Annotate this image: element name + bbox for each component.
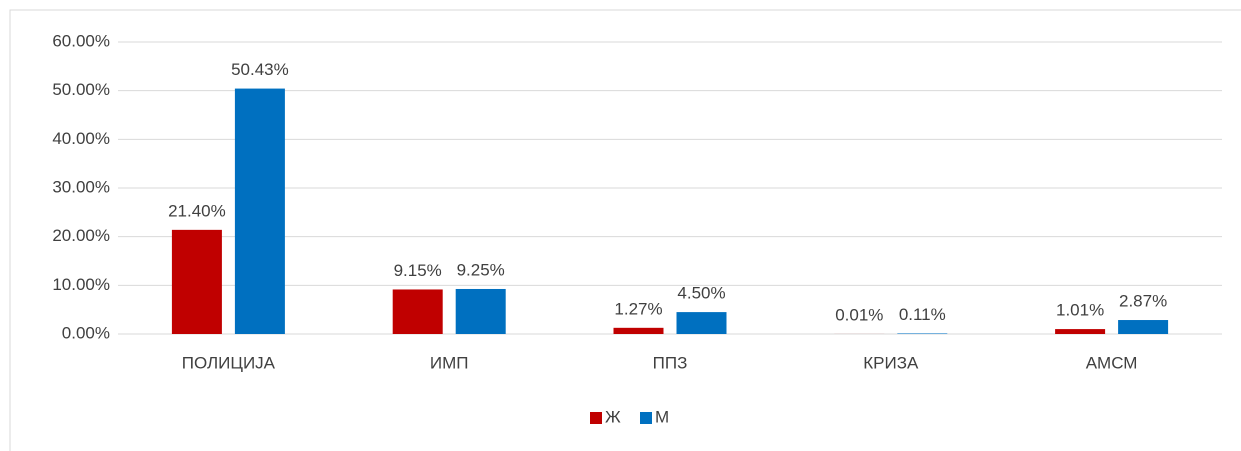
x-tick-label: ИМП: [430, 353, 469, 372]
y-tick-label: 40.00%: [52, 129, 110, 148]
data-label: 9.15%: [394, 261, 442, 280]
bar: [676, 312, 727, 334]
x-tick-label: КРИЗА: [863, 353, 919, 372]
x-tick-label: ППЗ: [653, 353, 688, 372]
bar: [1055, 329, 1106, 334]
legend-swatch: [590, 412, 602, 424]
y-tick-label: 20.00%: [52, 226, 110, 245]
data-label: 50.43%: [231, 60, 289, 79]
y-tick-label: 0.00%: [62, 323, 110, 342]
legend-label: М: [655, 407, 669, 426]
legend-label: Ж: [605, 407, 621, 426]
chart-border: [9, 9, 1241, 451]
y-tick-label: 30.00%: [52, 177, 110, 196]
x-tick-label: АМСМ: [1086, 353, 1138, 372]
legend-swatch: [640, 412, 652, 424]
data-label: 1.27%: [614, 299, 662, 318]
x-tick-label: ПОЛИЦИЈА: [182, 353, 276, 372]
y-tick-label: 60.00%: [52, 31, 110, 50]
bar: [234, 88, 285, 334]
bar: [392, 289, 443, 334]
data-label: 21.40%: [168, 201, 226, 220]
data-label: 2.87%: [1119, 292, 1167, 311]
data-label: 4.50%: [677, 284, 725, 303]
data-label: 1.01%: [1056, 301, 1104, 320]
bar: [1118, 320, 1169, 334]
data-label: 9.25%: [457, 260, 505, 279]
bar: [455, 288, 506, 334]
data-label: 0.01%: [835, 305, 883, 324]
bar: [171, 229, 222, 334]
y-tick-label: 10.00%: [52, 275, 110, 294]
data-label: 0.11%: [899, 305, 946, 324]
bar: [897, 333, 948, 334]
y-tick-label: 50.00%: [52, 80, 110, 99]
bar: [613, 327, 664, 334]
